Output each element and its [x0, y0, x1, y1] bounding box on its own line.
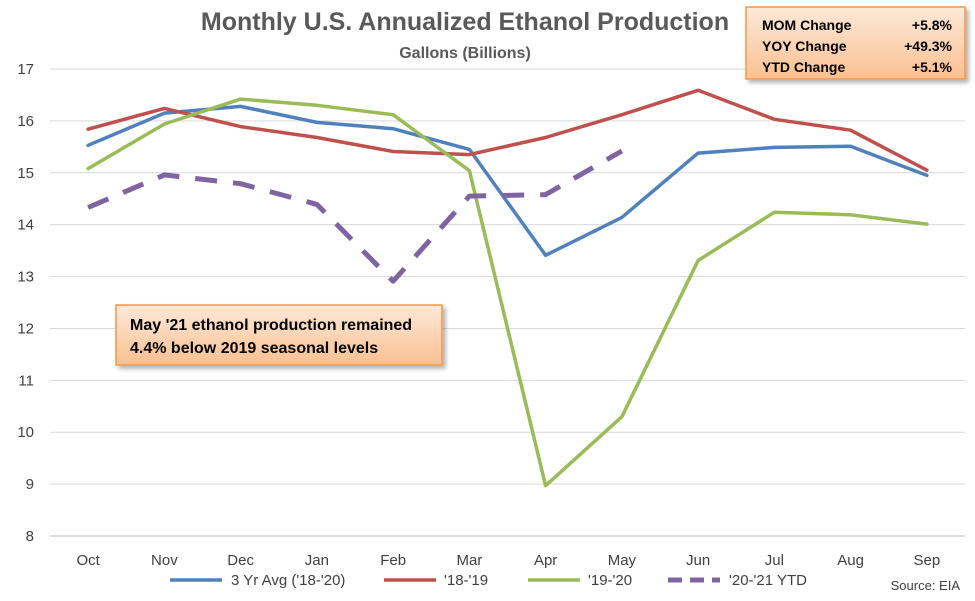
legend-label-2: '19-'20: [588, 572, 632, 589]
yoy-change-value: +49.3%: [904, 38, 952, 54]
mom-change-label: MOM Change: [762, 17, 852, 33]
x-tick-label: Apr: [534, 552, 557, 569]
x-tick-label: Jul: [765, 552, 784, 569]
x-tick-label: Aug: [837, 552, 864, 569]
ytd-change-value: +5.1%: [912, 59, 953, 75]
x-tick-label: Mar: [456, 552, 482, 569]
y-tick-label: 15: [17, 165, 34, 182]
legend-label-3: '20-'21 YTD: [729, 572, 807, 589]
chart-subtitle: Gallons (Billions): [399, 45, 531, 62]
legend: 3 Yr Avg ('18-'20) '18-'19 '19-'20 '20-'21 …: [170, 572, 807, 589]
mom-change-value: +5.8%: [912, 17, 953, 33]
gridlines: [50, 68, 965, 537]
series-line-2: [86, 97, 929, 488]
series-line-3: [87, 148, 624, 284]
x-tick-label: May: [608, 552, 637, 569]
y-tick-label: 12: [17, 320, 34, 337]
series-line-0: [86, 104, 929, 258]
y-tick-label: 13: [17, 269, 34, 286]
y-axis-ticks: 8 9 10 11 12 13 14 15 16 17: [17, 61, 34, 545]
x-tick-label: Dec: [227, 552, 254, 569]
stats-box: MOM Change +5.8% YOY Change +49.3% YTD C…: [745, 6, 966, 80]
y-tick-label: 17: [17, 61, 34, 78]
x-tick-label: Nov: [151, 552, 178, 569]
x-tick-label: Jan: [305, 552, 329, 569]
legend-label-1: '18-'19: [444, 572, 488, 589]
annotation-line-2: 4.4% below 2019 seasonal levels: [130, 340, 378, 357]
annotation-line-1: May '21 ethanol production remained: [130, 317, 412, 334]
source-note: Source: EIA: [891, 578, 961, 593]
x-axis-ticks: Oct Nov Dec Jan Feb Mar Apr May Jun Jul Aug Sep: [76, 552, 940, 569]
x-tick-label: Feb: [380, 552, 406, 569]
y-tick-label: 11: [18, 372, 34, 389]
x-tick-label: Jun: [686, 552, 710, 569]
series-lines: [86, 88, 929, 488]
annotation-box: May '21 ethanol production remained 4.4%…: [115, 304, 443, 366]
yoy-change-label: YOY Change: [762, 38, 847, 54]
ytd-change-label: YTD Change: [762, 59, 845, 75]
series-line-1: [86, 88, 929, 172]
y-tick-label: 9: [26, 476, 34, 493]
x-tick-label: Sep: [914, 552, 941, 569]
chart-title: Monthly U.S. Annualized Ethanol Producti…: [201, 8, 729, 36]
y-tick-label: 16: [17, 113, 34, 130]
y-tick-label: 14: [17, 217, 34, 234]
y-tick-label: 8: [26, 528, 34, 545]
y-tick-label: 10: [17, 424, 34, 441]
x-tick-label: Oct: [76, 552, 100, 569]
legend-label-0: 3 Yr Avg ('18-'20): [231, 572, 345, 589]
